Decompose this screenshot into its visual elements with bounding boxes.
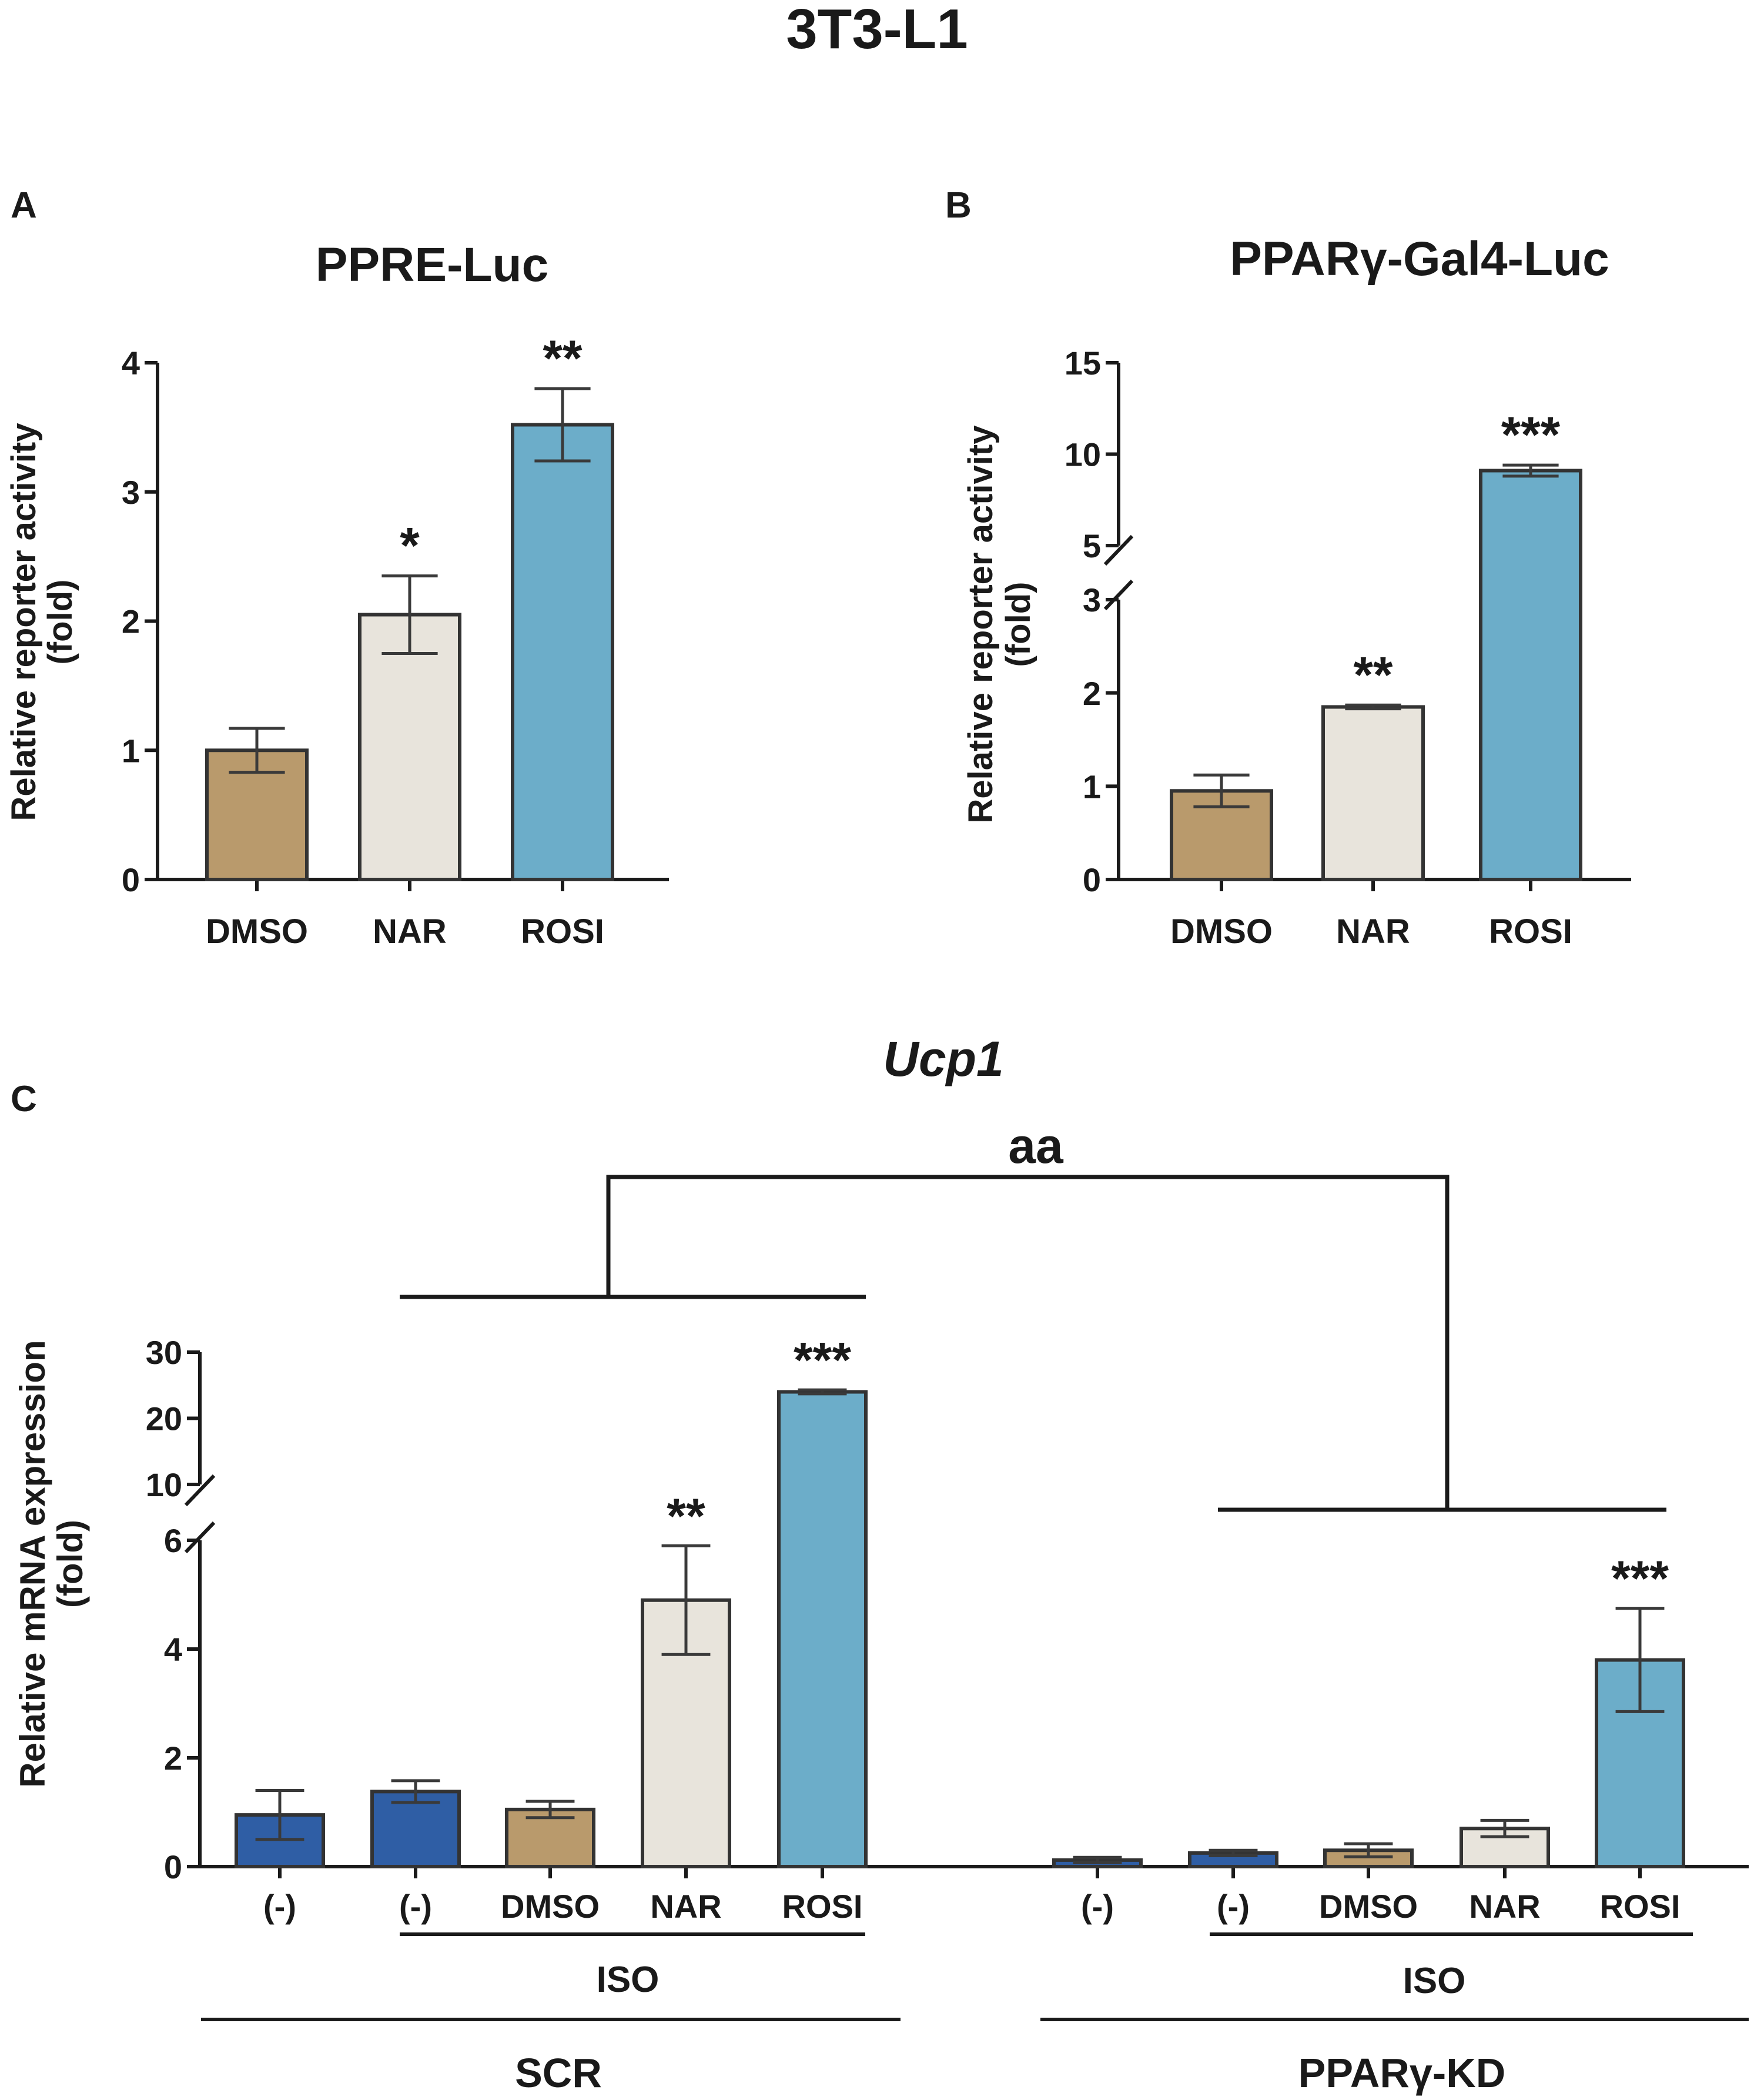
panel-c-error-bar-4 [661,1544,711,1656]
panel-a-bar-2 [358,613,461,881]
panel-c-category-label: (-) [263,1888,296,1925]
panel-a-ytick-label: 4 [122,345,140,382]
panel-b-ytick-label: 5 [1083,527,1101,564]
panel-a: A PPRE-Luc Relative reporter activity (f… [5,185,669,951]
panel-b-category-label: ROSI [1489,912,1572,951]
panel-b: B PPARγ-Gal4-Luc Relative reporter activ… [945,185,1631,951]
panel-b-ylabel-line1: Relative reporter activity [962,426,1000,824]
panel-c-category-label: (-) [1081,1888,1114,1925]
panel-a-y-axis-label: Relative reporter activity (fold) [5,423,79,821]
panel-c-ylabel-line1: Relative mRNA expression [13,1340,52,1787]
panel-c-error-bar-10 [1615,1607,1665,1713]
panel-a-significance-2: * [400,518,420,574]
panel-c-category-label: (-) [399,1888,432,1925]
kd-iso-group: ISO PPARγ-KD [1040,1932,1749,2096]
panel-c-category-label: ROSI [1600,1888,1681,1925]
panel-c-title: Ucp1 [883,1031,1003,1086]
panel-b-ylabel-line2: (fold) [999,582,1037,667]
panel-c-bar-5 [777,1390,868,1868]
panel-c-y-axis-label: Relative mRNA expression (fold) [13,1340,90,1787]
kd-iso-label: ISO [1403,1961,1466,2001]
panel-c-error-bar-6 [1073,1855,1122,1865]
panel-c-significance-10: *** [1611,1551,1669,1606]
panel-c-letter: C [11,1079,37,1119]
panel-a-ytick-label: 1 [122,732,140,769]
panel-b-axis-break [1103,534,1134,611]
comparison-connector [606,1175,1450,1510]
scr-group-label: SCR [515,2050,602,2096]
panel-c-bar-2 [370,1790,461,1869]
panel-a-ylabel-line1: Relative reporter activity [5,423,43,821]
panel-c-ytick-label: 30 [146,1334,182,1371]
panel-c-ytick-label: 4 [164,1631,182,1668]
panel-c-ytick-label: 0 [164,1848,182,1885]
panel-a-significance-3: ** [543,330,583,387]
panel-c-category-label: DMSO [1319,1888,1418,1925]
panel-a-bar-3 [511,423,614,881]
panel-c-significance-5: *** [794,1332,851,1387]
panel-b-ytick-label: 0 [1083,861,1101,898]
panel-c-error-bar-7 [1209,1848,1258,1857]
panel-a-ytick-label: 0 [122,861,140,898]
panel-c-error-bar-3 [525,1800,575,1820]
panel-c-bar-3 [505,1807,595,1868]
panel-c-category-label: (-) [1217,1888,1250,1925]
panel-c-ytick-label: 6 [164,1522,182,1559]
panel-b-error-bar-1 [1193,773,1250,808]
panel-b-bar-2 [1321,705,1425,881]
panel-b-error-bar-3 [1502,463,1559,478]
panel-b-ytick-label: 1 [1083,768,1101,805]
panel-c-category-label: DMSO [501,1888,600,1925]
panel-c-error-bar-2 [391,1779,440,1804]
panel-b-ytick-label: 15 [1065,345,1101,382]
panel-a-error-bar-1 [229,727,285,774]
panel-c-category-label: NAR [650,1888,721,1925]
panel-c-category-label: ROSI [782,1888,863,1925]
panel-b-significance-2: ** [1354,647,1393,703]
panel-c: C Ucp1 Relative mRNA expression (fold) 0… [11,1031,1749,2096]
panel-a-ytick-label: 3 [122,474,140,511]
panel-b-ytick-label: 10 [1065,436,1101,473]
panel-c-comparison-bracket [400,1175,1666,1512]
panel-c-ytick-label: 10 [146,1466,182,1503]
panel-b-ytick-label: 3 [1083,581,1101,618]
panel-b-category-label: NAR [1336,912,1410,951]
panel-b-title: PPARγ-Gal4-Luc [1230,232,1609,286]
panel-b-ytick-label: 2 [1083,675,1101,712]
scr-iso-group: ISO SCR [201,1932,901,2096]
panel-a-error-bar-2 [381,574,438,655]
panel-c-error-bar-1 [255,1789,304,1841]
panel-b-y-axis-label: Relative reporter activity (fold) [962,426,1037,824]
panel-c-error-bar-8 [1344,1842,1393,1858]
panel-c-ylabel-line2: (fold) [51,1520,90,1608]
comparison-label: aa [1008,1118,1064,1173]
panel-c-error-bar-5 [798,1388,847,1396]
panel-c-axis-break [184,1474,216,1554]
panel-a-title: PPRE-Luc [316,238,548,292]
panel-a-ytick-label: 2 [122,603,140,640]
panel-b-significance-3: *** [1501,407,1561,463]
panel-c-category-label: NAR [1469,1888,1540,1925]
panel-c-ytick-label: 2 [164,1740,182,1777]
panel-a-letter: A [11,185,37,226]
panel-a-category-label: DMSO [206,912,308,951]
panel-b-letter: B [945,185,972,226]
panel-b-bar-3 [1479,469,1582,881]
panel-a-ylabel-line2: (fold) [41,580,79,665]
panel-c-ytick-label: 20 [146,1400,182,1437]
panel-a-category-label: ROSI [521,912,604,951]
panel-a-error-bar-3 [534,387,591,463]
panel-b-category-label: DMSO [1170,912,1273,951]
kd-group-label: PPARγ-KD [1298,2050,1506,2096]
panel-c-significance-4: ** [667,1488,705,1543]
panel-c-error-bar-9 [1480,1818,1529,1838]
panel-b-error-bar-2 [1345,703,1401,711]
scr-iso-label: ISO [597,1959,660,2000]
panel-a-category-label: NAR [373,912,447,951]
figure-title: 3T3-L1 [786,0,968,61]
